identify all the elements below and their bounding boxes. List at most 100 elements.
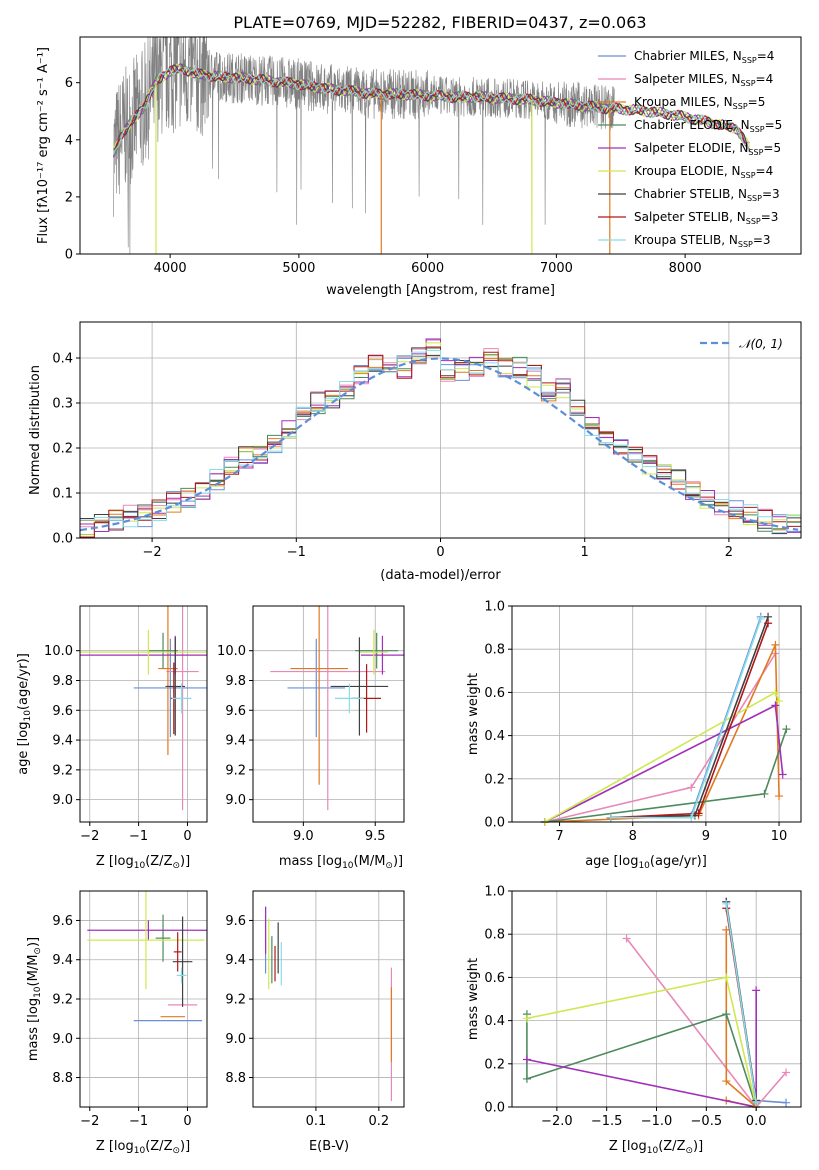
weight-series [526,1013,757,1108]
legend-label-eq: =3 [753,233,771,247]
weight-point [756,614,765,623]
label-part: ( [354,854,359,869]
legend-label-main: Salpeter MILES, N [634,72,741,86]
x-tick-label: −0.5 [691,1114,723,1129]
y-tick-label: 9.0 [52,1032,73,1047]
label-part: 10 [342,861,354,871]
x-tick-label: 2 [725,545,733,560]
legend-label-main: Kroupa MILES, N [634,95,733,109]
legend-label-eq: =3 [762,187,780,201]
label-part: 10 [638,861,650,871]
x-tick-label: 9.0 [293,829,314,844]
spectrum-ylabel: Flux [fλ10⁻¹⁷ erg cm⁻² s⁻¹ A⁻¹] [36,47,51,244]
label-part: ( [145,1139,150,1154]
weight-point [764,619,773,628]
x-tick-label: 0.2 [368,1114,389,1129]
legend-label-main: Chabrier STELIB, N [634,187,747,201]
axes-frame-7: −2.0 −1.5 −1.0 −0.5 0.0 0.0 0.2 0.4 0.6 0.8 1.0 [484,885,802,1129]
axes-frame-1: −2 −1 0 1 2 0.0 0.1 0.2 0.3 0.4 [52,321,802,560]
x-tick-label: 4000 [154,261,187,276]
legend-label: Chabrier STELIB, NSSP=3 [634,187,780,203]
axes-frame-3: 9.0 9.5 9.0 9.2 9.4 9.6 9.8 10.0 [217,605,405,844]
histogram-plot [80,338,801,538]
legend-label-sub: SSP [738,240,753,249]
label-part: Z/Z [150,1139,172,1154]
y-tick-label: 9.6 [52,914,73,929]
x-tick-label: −1.5 [591,1114,623,1129]
legend-label-eq: =4 [756,72,774,86]
x-tick-label: −1 [129,1114,148,1129]
x-tick-label: −1 [129,829,148,844]
y-tick-label: 1.0 [484,885,505,900]
legend-label: Kroupa STELIB, NSSP=3 [634,233,771,249]
label-part: ( [145,854,150,869]
x-tick-label: 8 [629,829,637,844]
label-part: ( [658,1139,663,1154]
legend-label-sub: SSP [750,125,765,134]
axes-frame-0: 4000 5000 6000 7000 8000 0 2 4 6 [65,36,802,276]
y-tick-label: 10.0 [217,644,246,659]
x-tick-label: 5000 [282,261,315,276]
age-ylabel-text: age [log10(age/yr)] [16,653,33,775]
x-tick-label: 0 [436,545,444,560]
mass-ylabel-text: mass [log10(M/M⊙)] [26,937,43,1061]
label-part: 10 [33,986,43,998]
legend-label-sub: SSP [747,194,762,203]
mass-weight-ylabel: mass weight [466,673,481,755]
age-xlabel: age [log10(age/yr)] [585,854,707,871]
y-tick-label: 9.4 [225,953,246,968]
y-tick-label: 9.2 [225,993,246,1008]
z-xlabel: Z [log10(Z/Z⊙)] [609,1139,703,1156]
label-part: ( [16,705,31,710]
weight-point [722,1010,731,1019]
legend-label-main: Kroupa ELODIE, N [634,164,741,178]
legend-label-sub: SSP [733,102,748,111]
weight-point [687,813,696,822]
errorbar-plot [80,606,207,811]
label-part: )] [693,1139,703,1154]
x-tick-label: 9.5 [365,829,386,844]
y-tick-label: 0.1 [52,487,73,502]
weight-point [760,789,769,798]
x-tick-label: 8000 [669,261,702,276]
axes-5 [80,891,207,1107]
label-part: Z [log [609,1139,647,1154]
label-part: )] [180,854,190,869]
y-tick-label: 0.2 [484,1057,505,1072]
x-tick-label: 7000 [540,261,573,276]
y-tick-label: 9.0 [52,793,73,808]
model-spectrum [112,66,751,156]
axes-2 [80,606,207,822]
weight-point [522,1014,531,1023]
legend-label-sub: SSP [741,171,756,180]
legend-label-sub: SSP [741,79,756,88]
label-part: Z [log [96,854,134,869]
axes-frame-2: −2 −1 0 9.0 9.2 9.4 9.6 9.8 10.0 [44,605,208,844]
x-tick-label: −2.0 [541,1114,573,1129]
label-part: ⊙ [385,861,393,871]
spectrum-plot [112,37,751,254]
mass-weight-ylabel: mass weight [466,958,481,1040]
spectrum-title: PLATE=0769, MJD=52282, FIBERID=0437, z=0… [233,13,646,32]
y-tick-label: 0.0 [484,816,505,831]
weight-point [722,899,731,908]
x-tick-label: 0.0 [746,1114,767,1129]
y-tick-label: 2 [65,190,73,205]
weight-series [725,903,757,1103]
label-part: mass [log [26,998,41,1061]
y-tick-label: 0.3 [52,397,73,412]
label-part: M/M [26,955,41,982]
weight-point [771,640,780,649]
y-tick-label: 9.0 [225,793,246,808]
weight-point [775,792,784,801]
x-tick-label: −2 [143,545,162,560]
weight-point [606,813,615,822]
y-tick-label: 0.8 [484,928,505,943]
y-tick-label: 0.4 [484,729,505,744]
legend-label-eq: =5 [748,95,766,109]
axes-frame-4: 7 8 9 10 0.0 0.2 0.4 0.6 0.8 1.0 [484,600,802,844]
weight-point [522,1074,531,1083]
histogram-xlabel: (data-model)/error [380,568,501,583]
y-tick-label: 1.0 [484,600,505,615]
y-tick-label: 0 [65,248,73,263]
